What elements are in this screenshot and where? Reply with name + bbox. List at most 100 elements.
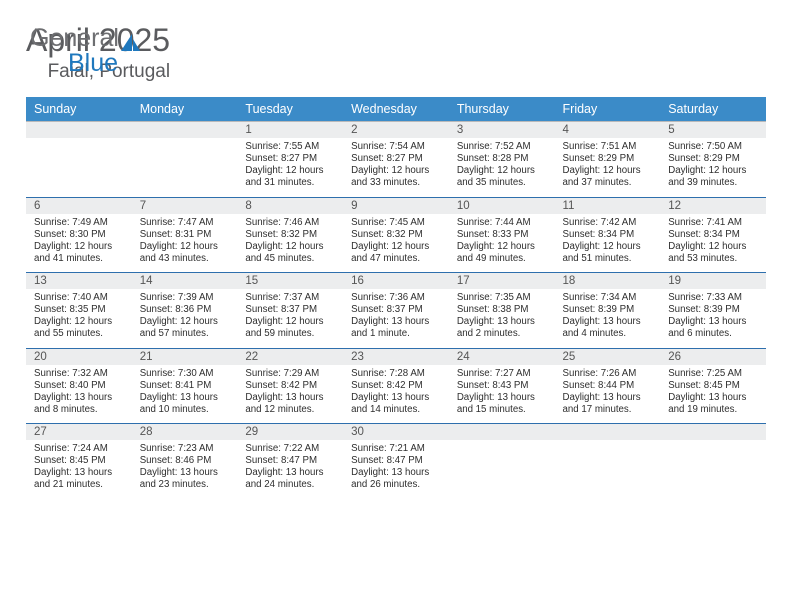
day-info-row: Sunrise: 7:40 AMSunset: 8:35 PMDaylight:… — [26, 289, 766, 348]
daylight-text-line1: Daylight: 13 hours — [563, 392, 653, 404]
daylight-text-line1: Daylight: 12 hours — [140, 316, 230, 328]
daylight-text-line1: Daylight: 12 hours — [34, 316, 124, 328]
sunset-text: Sunset: 8:28 PM — [457, 153, 547, 165]
day-info-cell: Sunrise: 7:34 AMSunset: 8:39 PMDaylight:… — [555, 289, 661, 348]
daylight-text-line2: and 43 minutes. — [140, 253, 230, 265]
daylight-text-line1: Daylight: 13 hours — [668, 392, 758, 404]
sunrise-text: Sunrise: 7:33 AM — [668, 292, 758, 304]
daylight-text-line2: and 1 minute. — [351, 328, 441, 340]
day-info-cell — [26, 138, 132, 197]
sunset-text: Sunset: 8:31 PM — [140, 229, 230, 241]
day-info-cell: Sunrise: 7:45 AMSunset: 8:32 PMDaylight:… — [343, 214, 449, 273]
sunset-text: Sunset: 8:42 PM — [245, 380, 335, 392]
sail-icon — [120, 31, 142, 53]
daylight-text-line1: Daylight: 13 hours — [563, 316, 653, 328]
daylight-text-line1: Daylight: 12 hours — [34, 241, 124, 253]
sunrise-text: Sunrise: 7:49 AM — [34, 217, 124, 229]
day-info-row: Sunrise: 7:32 AMSunset: 8:40 PMDaylight:… — [26, 365, 766, 424]
sunrise-text: Sunrise: 7:21 AM — [351, 443, 441, 455]
sunrise-text: Sunrise: 7:35 AM — [457, 292, 547, 304]
daylight-text-line1: Daylight: 13 hours — [245, 467, 335, 479]
sunrise-text: Sunrise: 7:50 AM — [668, 141, 758, 153]
day-info-cell: Sunrise: 7:21 AMSunset: 8:47 PMDaylight:… — [343, 440, 449, 499]
sunrise-text: Sunrise: 7:47 AM — [140, 217, 230, 229]
weekday-header: Thursday — [449, 97, 555, 122]
brand-logo: General Blue — [30, 24, 142, 78]
daylight-text-line1: Daylight: 13 hours — [34, 467, 124, 479]
day-number-row: 6789101112 — [26, 197, 766, 214]
day-number-cell — [132, 122, 238, 139]
sunset-text: Sunset: 8:29 PM — [668, 153, 758, 165]
sunrise-text: Sunrise: 7:36 AM — [351, 292, 441, 304]
daylight-text-line1: Daylight: 13 hours — [457, 316, 547, 328]
daylight-text-line2: and 24 minutes. — [245, 479, 335, 491]
day-info-cell: Sunrise: 7:28 AMSunset: 8:42 PMDaylight:… — [343, 365, 449, 424]
sunrise-text: Sunrise: 7:28 AM — [351, 368, 441, 380]
sunrise-text: Sunrise: 7:44 AM — [457, 217, 547, 229]
sunrise-text: Sunrise: 7:54 AM — [351, 141, 441, 153]
day-info-cell: Sunrise: 7:44 AMSunset: 8:33 PMDaylight:… — [449, 214, 555, 273]
sunrise-text: Sunrise: 7:40 AM — [34, 292, 124, 304]
sunset-text: Sunset: 8:33 PM — [457, 229, 547, 241]
daylight-text-line1: Daylight: 12 hours — [245, 241, 335, 253]
sunrise-text: Sunrise: 7:34 AM — [563, 292, 653, 304]
sunset-text: Sunset: 8:29 PM — [563, 153, 653, 165]
daylight-text-line1: Daylight: 13 hours — [351, 316, 441, 328]
daylight-text-line1: Daylight: 12 hours — [457, 165, 547, 177]
day-info-cell: Sunrise: 7:26 AMSunset: 8:44 PMDaylight:… — [555, 365, 661, 424]
day-info-cell — [555, 440, 661, 499]
sunset-text: Sunset: 8:35 PM — [34, 304, 124, 316]
day-info-cell: Sunrise: 7:54 AMSunset: 8:27 PMDaylight:… — [343, 138, 449, 197]
day-info-cell — [132, 138, 238, 197]
sunset-text: Sunset: 8:36 PM — [140, 304, 230, 316]
day-number-cell: 8 — [237, 197, 343, 214]
day-number-cell: 21 — [132, 348, 238, 365]
sunset-text: Sunset: 8:34 PM — [668, 229, 758, 241]
sunrise-text: Sunrise: 7:32 AM — [34, 368, 124, 380]
daylight-text-line2: and 37 minutes. — [563, 177, 653, 189]
daylight-text-line2: and 21 minutes. — [34, 479, 124, 491]
day-info-cell: Sunrise: 7:32 AMSunset: 8:40 PMDaylight:… — [26, 365, 132, 424]
day-info-cell: Sunrise: 7:47 AMSunset: 8:31 PMDaylight:… — [132, 214, 238, 273]
day-number-cell: 3 — [449, 122, 555, 139]
day-info-cell: Sunrise: 7:23 AMSunset: 8:46 PMDaylight:… — [132, 440, 238, 499]
daylight-text-line2: and 4 minutes. — [563, 328, 653, 340]
calendar-table: Sunday Monday Tuesday Wednesday Thursday… — [26, 97, 766, 499]
weekday-header: Saturday — [660, 97, 766, 122]
daylight-text-line1: Daylight: 13 hours — [351, 392, 441, 404]
day-info-cell: Sunrise: 7:36 AMSunset: 8:37 PMDaylight:… — [343, 289, 449, 348]
sunset-text: Sunset: 8:34 PM — [563, 229, 653, 241]
day-number-cell: 27 — [26, 424, 132, 441]
day-info-cell: Sunrise: 7:24 AMSunset: 8:45 PMDaylight:… — [26, 440, 132, 499]
daylight-text-line2: and 39 minutes. — [668, 177, 758, 189]
day-info-cell: Sunrise: 7:46 AMSunset: 8:32 PMDaylight:… — [237, 214, 343, 273]
daylight-text-line2: and 51 minutes. — [563, 253, 653, 265]
sunset-text: Sunset: 8:47 PM — [351, 455, 441, 467]
sunset-text: Sunset: 8:32 PM — [245, 229, 335, 241]
sunrise-text: Sunrise: 7:55 AM — [245, 141, 335, 153]
day-number-cell: 13 — [26, 273, 132, 290]
sunset-text: Sunset: 8:37 PM — [351, 304, 441, 316]
day-number-cell: 19 — [660, 273, 766, 290]
sunrise-text: Sunrise: 7:52 AM — [457, 141, 547, 153]
day-number-row: 12345 — [26, 122, 766, 139]
day-number-row: 27282930 — [26, 424, 766, 441]
weekday-header: Monday — [132, 97, 238, 122]
sunrise-text: Sunrise: 7:45 AM — [351, 217, 441, 229]
day-number-cell — [555, 424, 661, 441]
sunset-text: Sunset: 8:38 PM — [457, 304, 547, 316]
day-number-cell: 4 — [555, 122, 661, 139]
daylight-text-line1: Daylight: 13 hours — [457, 392, 547, 404]
daylight-text-line1: Daylight: 13 hours — [351, 467, 441, 479]
sunrise-text: Sunrise: 7:29 AM — [245, 368, 335, 380]
daylight-text-line1: Daylight: 13 hours — [34, 392, 124, 404]
daylight-text-line1: Daylight: 12 hours — [351, 165, 441, 177]
day-number-row: 20212223242526 — [26, 348, 766, 365]
day-number-cell: 24 — [449, 348, 555, 365]
day-info-cell — [660, 440, 766, 499]
day-info-cell: Sunrise: 7:29 AMSunset: 8:42 PMDaylight:… — [237, 365, 343, 424]
sunset-text: Sunset: 8:40 PM — [34, 380, 124, 392]
daylight-text-line2: and 35 minutes. — [457, 177, 547, 189]
sunrise-text: Sunrise: 7:42 AM — [563, 217, 653, 229]
daylight-text-line2: and 17 minutes. — [563, 404, 653, 416]
